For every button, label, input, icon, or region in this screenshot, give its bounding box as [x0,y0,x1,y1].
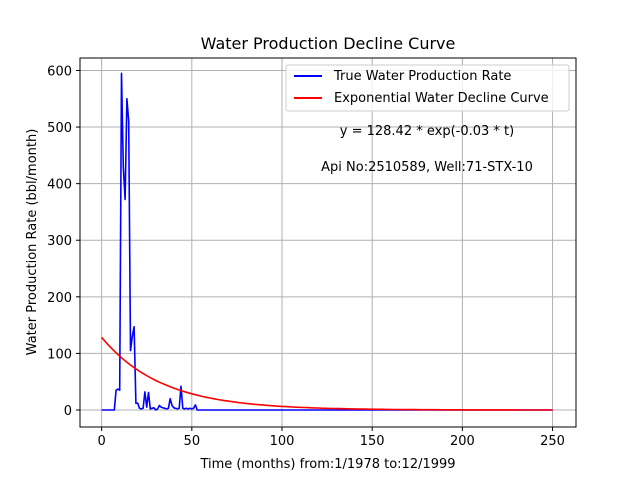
y-axis-label: Water Production Rate (bbl/month) [25,129,40,356]
x-tick-label: 100 [270,434,295,449]
y-tick-label: 100 [47,347,72,362]
series-layer [100,72,553,411]
plot-frame [79,57,577,428]
y-tick-label: 400 [47,178,72,193]
y-tick-label: 200 [47,291,72,306]
series-line-true-rate [101,72,553,411]
x-axis-label: Time (months) from:1/1978 to:12/1999 [199,457,455,472]
series-line-exponential-curve [100,336,553,411]
x-tick-label: 250 [540,434,565,449]
legend: True Water Production Rate Exponential W… [285,64,570,112]
x-tick-label: 150 [360,434,385,449]
chart-title: Water Production Decline Curve [201,34,456,53]
grid [80,58,576,427]
x-tick-label: 50 [184,434,201,449]
x-tick-label: 200 [450,434,475,449]
y-tick-label: 500 [47,121,72,136]
x-tick-label: 0 [98,434,106,449]
axis-ticks: 0 50 100 150 200 250 0 100 200 300 400 500 600 [47,64,565,449]
y-tick-label: 600 [47,64,72,79]
y-tick-label: 0 [64,404,72,419]
legend-label-true-rate: True Water Production Rate [333,69,511,84]
well-annotation: Api No:2510589, Well:71-STX-10 [321,160,533,175]
y-tick-label: 300 [47,234,72,249]
equation-annotation: y = 128.42 * exp(-0.03 * t) [340,124,514,139]
legend-box [285,64,570,112]
legend-label-exponential-curve: Exponential Water Decline Curve [334,91,549,106]
